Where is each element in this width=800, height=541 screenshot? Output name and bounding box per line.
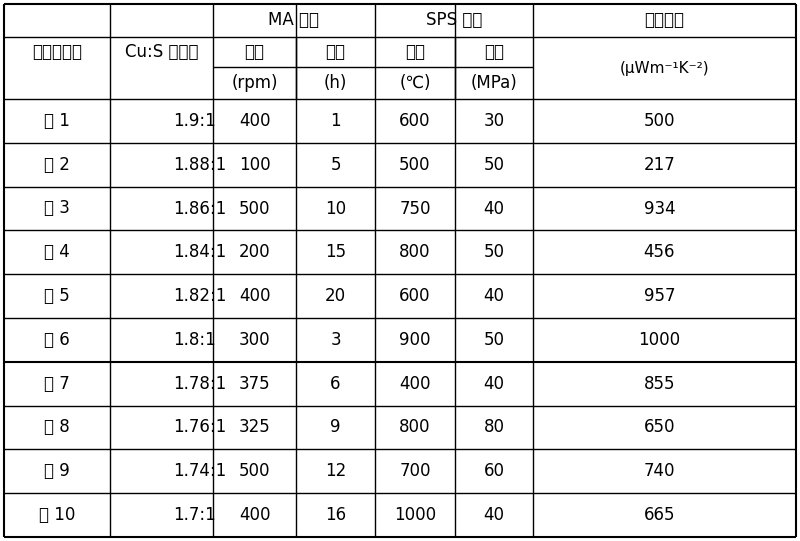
Text: 1000: 1000 — [394, 506, 436, 524]
Text: 1.86:1: 1.86:1 — [174, 200, 226, 217]
Text: 12: 12 — [325, 463, 346, 480]
Text: (MPa): (MPa) — [470, 74, 518, 92]
Text: 例 6: 例 6 — [44, 331, 70, 349]
Text: 9: 9 — [330, 419, 341, 437]
Text: (rpm): (rpm) — [231, 74, 278, 92]
Text: 400: 400 — [399, 375, 430, 393]
Text: 1.84:1: 1.84:1 — [174, 243, 226, 261]
Text: SPS 烧结: SPS 烧结 — [426, 11, 482, 30]
Text: 900: 900 — [399, 331, 430, 349]
Text: 40: 40 — [483, 506, 505, 524]
Text: 100: 100 — [238, 156, 270, 174]
Text: 855: 855 — [644, 375, 675, 393]
Text: 功率因子: 功率因子 — [645, 11, 685, 30]
Text: 325: 325 — [238, 419, 270, 437]
Text: 1.88:1: 1.88:1 — [174, 156, 226, 174]
Text: 40: 40 — [483, 287, 505, 305]
Text: 1.76:1: 1.76:1 — [174, 419, 226, 437]
Text: 957: 957 — [644, 287, 675, 305]
Text: 例 9: 例 9 — [44, 463, 70, 480]
Text: 例 4: 例 4 — [44, 243, 70, 261]
Text: 740: 740 — [644, 463, 675, 480]
Text: 15: 15 — [325, 243, 346, 261]
Text: 3: 3 — [330, 331, 341, 349]
Text: 217: 217 — [644, 156, 675, 174]
Text: 例 1: 例 1 — [44, 112, 70, 130]
Text: 456: 456 — [644, 243, 675, 261]
Text: 665: 665 — [644, 506, 675, 524]
Text: 80: 80 — [483, 419, 505, 437]
Text: 1.9:1: 1.9:1 — [174, 112, 216, 130]
Text: 例 8: 例 8 — [44, 419, 70, 437]
Text: 例 7: 例 7 — [44, 375, 70, 393]
Text: 650: 650 — [644, 419, 675, 437]
Text: 10: 10 — [325, 200, 346, 217]
Text: 500: 500 — [238, 463, 270, 480]
Text: 例 2: 例 2 — [44, 156, 70, 174]
Text: 1: 1 — [330, 112, 341, 130]
Text: 6: 6 — [330, 375, 341, 393]
Text: 例 5: 例 5 — [44, 287, 70, 305]
Text: 375: 375 — [238, 375, 270, 393]
Text: 优选实施例: 优选实施例 — [32, 43, 82, 61]
Text: 300: 300 — [238, 331, 270, 349]
Text: 600: 600 — [399, 112, 430, 130]
Text: 60: 60 — [483, 463, 505, 480]
Text: 例 10: 例 10 — [39, 506, 75, 524]
Text: 600: 600 — [399, 287, 430, 305]
Text: 800: 800 — [399, 419, 430, 437]
Text: 50: 50 — [483, 156, 505, 174]
Text: (℃): (℃) — [399, 74, 430, 92]
Text: 40: 40 — [483, 200, 505, 217]
Text: 例 3: 例 3 — [44, 200, 70, 217]
Text: 转速: 转速 — [245, 43, 265, 61]
Text: (μWm⁻¹K⁻²): (μWm⁻¹K⁻²) — [620, 61, 710, 76]
Text: 500: 500 — [399, 156, 430, 174]
Text: 50: 50 — [483, 331, 505, 349]
Text: 40: 40 — [483, 375, 505, 393]
Text: 1.7:1: 1.7:1 — [174, 506, 216, 524]
Text: 50: 50 — [483, 243, 505, 261]
Text: 1.78:1: 1.78:1 — [174, 375, 226, 393]
Text: 5: 5 — [330, 156, 341, 174]
Text: 1.82:1: 1.82:1 — [174, 287, 227, 305]
Text: 1000: 1000 — [638, 331, 681, 349]
Text: 16: 16 — [325, 506, 346, 524]
Text: MA 十磨: MA 十磨 — [269, 11, 319, 30]
Text: Cu:S 摸尔比: Cu:S 摸尔比 — [125, 43, 198, 61]
Text: 200: 200 — [238, 243, 270, 261]
Text: 1.74:1: 1.74:1 — [174, 463, 226, 480]
Text: 1.8:1: 1.8:1 — [174, 331, 216, 349]
Text: 20: 20 — [325, 287, 346, 305]
Text: 温度: 温度 — [405, 43, 425, 61]
Text: 800: 800 — [399, 243, 430, 261]
Text: 500: 500 — [644, 112, 675, 130]
Text: 时间: 时间 — [326, 43, 346, 61]
Text: 30: 30 — [483, 112, 505, 130]
Text: (h): (h) — [324, 74, 347, 92]
Text: 934: 934 — [644, 200, 675, 217]
Text: 750: 750 — [399, 200, 430, 217]
Text: 400: 400 — [238, 287, 270, 305]
Text: 500: 500 — [238, 200, 270, 217]
Text: 压力: 压力 — [484, 43, 504, 61]
Text: 400: 400 — [238, 506, 270, 524]
Text: 700: 700 — [399, 463, 430, 480]
Text: 400: 400 — [238, 112, 270, 130]
